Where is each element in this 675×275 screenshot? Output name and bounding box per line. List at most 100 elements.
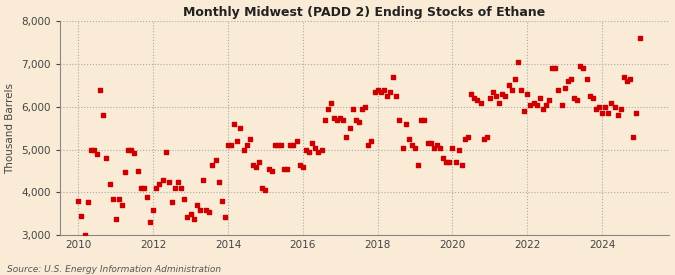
Point	[550, 66, 561, 70]
Point	[275, 143, 286, 148]
Point	[86, 147, 97, 152]
Point	[366, 139, 377, 143]
Point	[628, 134, 639, 139]
Point	[572, 98, 583, 103]
Point	[560, 85, 570, 90]
Title: Monthly Midwest (PADD 2) Ending Stocks of Ethane: Monthly Midwest (PADD 2) Ending Stocks o…	[184, 6, 545, 18]
Point	[625, 77, 636, 81]
Point	[413, 163, 424, 167]
Point	[472, 98, 483, 103]
Point	[581, 77, 592, 81]
Point	[512, 60, 523, 64]
Point	[360, 104, 371, 109]
Point	[354, 120, 364, 124]
Point	[210, 158, 221, 163]
Point	[200, 207, 211, 212]
Point	[154, 182, 165, 186]
Point	[298, 164, 308, 169]
Point	[631, 111, 642, 116]
Point	[157, 177, 168, 182]
Point	[269, 143, 280, 148]
Point	[104, 182, 115, 186]
Point	[323, 107, 333, 111]
Point	[591, 107, 601, 111]
Point	[410, 145, 421, 150]
Point	[260, 188, 271, 192]
Point	[422, 141, 433, 145]
Point	[257, 186, 268, 190]
Point	[254, 160, 265, 165]
Point	[204, 210, 215, 214]
Point	[466, 92, 477, 96]
Point	[329, 115, 340, 120]
Point	[182, 215, 193, 219]
Point	[273, 143, 284, 148]
Point	[167, 200, 178, 204]
Point	[612, 113, 623, 118]
Point	[76, 214, 87, 218]
Point	[188, 217, 199, 221]
Point	[285, 143, 296, 148]
Point	[634, 36, 645, 40]
Point	[478, 137, 489, 141]
Point	[232, 139, 243, 143]
Point	[397, 145, 408, 150]
Point	[525, 103, 536, 107]
Point	[541, 103, 551, 107]
Point	[381, 94, 392, 98]
Point	[535, 96, 545, 100]
Point	[151, 186, 162, 190]
Point	[475, 100, 486, 105]
Point	[338, 117, 349, 122]
Point	[219, 215, 230, 219]
Point	[244, 137, 255, 141]
Point	[291, 139, 302, 143]
Point	[603, 111, 614, 116]
Point	[494, 100, 505, 105]
Point	[88, 147, 99, 152]
Point	[406, 143, 417, 148]
Point	[107, 197, 118, 201]
Point	[491, 94, 502, 98]
Point	[101, 156, 112, 160]
Point	[385, 90, 396, 94]
Point	[622, 79, 632, 83]
Point	[416, 117, 427, 122]
Point	[547, 66, 558, 70]
Point	[394, 117, 405, 122]
Point	[553, 87, 564, 92]
Point	[616, 107, 626, 111]
Point	[454, 147, 464, 152]
Point	[279, 167, 290, 171]
Point	[335, 115, 346, 120]
Point	[460, 137, 470, 141]
Point	[169, 186, 180, 190]
Point	[248, 163, 259, 167]
Point	[288, 143, 299, 148]
Point	[566, 77, 576, 81]
Point	[241, 143, 252, 148]
Point	[372, 87, 383, 92]
Point	[235, 126, 246, 130]
Point	[462, 134, 473, 139]
Text: Source: U.S. Energy Information Administration: Source: U.S. Energy Information Administ…	[7, 265, 221, 274]
Point	[437, 156, 448, 160]
Point	[179, 197, 190, 201]
Point	[82, 200, 93, 204]
Point	[198, 177, 209, 182]
Point	[263, 167, 274, 171]
Point	[447, 145, 458, 150]
Point	[223, 143, 234, 148]
Point	[429, 145, 439, 150]
Point	[519, 109, 530, 113]
Point	[441, 160, 452, 165]
Point	[444, 160, 455, 165]
Point	[578, 66, 589, 70]
Point	[144, 219, 155, 224]
Point	[431, 143, 442, 148]
Point	[185, 212, 196, 216]
Point	[238, 147, 249, 152]
Point	[562, 79, 573, 83]
Point	[331, 117, 342, 122]
Point	[92, 152, 103, 156]
